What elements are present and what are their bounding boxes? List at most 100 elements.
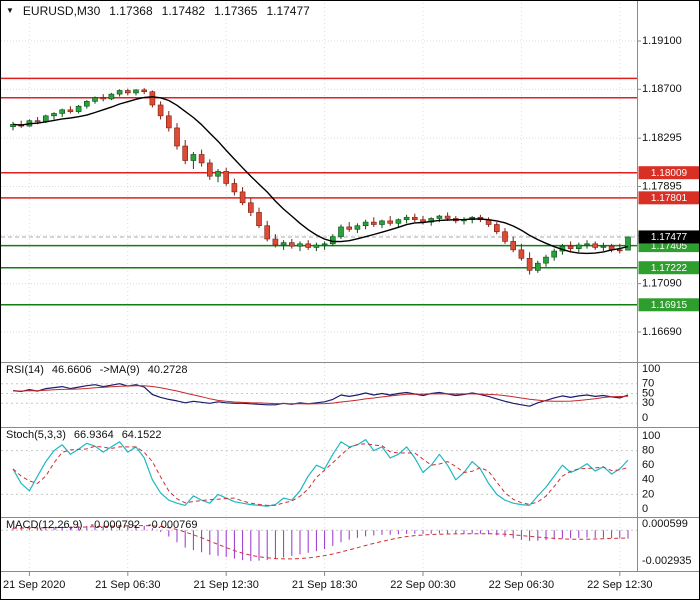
stoch-tick-label: 20: [642, 488, 654, 500]
stoch-tick-label: 0: [642, 503, 648, 515]
ohlc-open-value: 1.17368: [109, 4, 153, 18]
price-badges: 1.18009 1.17801 1.17405 1.17222 1.16915 1.174…: [638, 166, 699, 312]
candle-body: [600, 245, 607, 248]
candle-body: [502, 231, 508, 242]
stoch-value: 66.9364: [73, 429, 114, 441]
candle-body: [510, 241, 517, 251]
candle-body: [354, 225, 361, 230]
candle-body: [534, 262, 541, 271]
current-price-badge: [638, 230, 699, 244]
candle-body: [543, 256, 549, 264]
candle-body: [387, 220, 394, 224]
resistance-price-badge: [638, 166, 699, 180]
candle-body: [346, 226, 353, 230]
stoch-name: Stoch(5,3,3): [6, 429, 66, 441]
candle-body: [248, 202, 254, 213]
rsi-tick-label: 70: [642, 378, 654, 390]
price-axis[interactable]: 1.191001.187001.182951.178951.174901.170…: [637, 35, 692, 567]
symbol-dropdown-icon[interactable]: ▼: [6, 6, 14, 15]
candle-body: [395, 219, 402, 224]
macd-label-row: MACD(12,26,9) -0.000792 -0.000769: [6, 519, 198, 531]
candle-body: [329, 236, 336, 245]
candle-body: [141, 89, 147, 93]
rsi-tick-label: 0: [642, 412, 648, 424]
stoch-plot: [12, 439, 629, 507]
candle-body: [338, 226, 344, 237]
macd-tick-label: 0.000599: [642, 518, 688, 530]
stoch-signal-value: 64.1522: [121, 429, 162, 441]
resistance-price-badge-text: 1.17801: [651, 193, 688, 204]
macd-plot: [12, 525, 629, 561]
candle-body: [625, 236, 631, 251]
time-axis-label: 21 Sep 2020: [3, 579, 65, 591]
candle-body: [116, 90, 123, 95]
candle-body: [198, 154, 205, 164]
macd-value: -0.000792: [90, 519, 140, 531]
candle-body: [75, 105, 82, 112]
stoch-tick-label: 60: [642, 459, 654, 471]
ohlc-close-value: 1.17477: [266, 4, 310, 18]
candle-body: [100, 97, 106, 100]
candle-body: [34, 120, 41, 123]
candle-body: [280, 242, 287, 246]
macd-tick-label: -0.002935: [642, 555, 692, 567]
candle-body: [215, 171, 221, 177]
candle-body: [444, 215, 451, 219]
candle-body: [616, 249, 623, 252]
candle-body: [10, 123, 16, 128]
rsi-ma-value: 40.2728: [147, 364, 188, 376]
ohlc-high-value: 1.17482: [161, 4, 206, 18]
ma-line: [12, 96, 629, 255]
candle-body: [108, 93, 115, 100]
candle-body: [379, 220, 385, 225]
candle-body: [264, 225, 271, 240]
candle-body: [59, 109, 66, 114]
candle-body: [84, 101, 90, 107]
candle-body: [403, 216, 410, 220]
candle-body: [149, 91, 156, 106]
rsi-tick-label: 50: [642, 387, 654, 399]
macd-name: MACD(12,26,9): [6, 519, 83, 531]
time-axis-label: 21 Sep 18:30: [292, 579, 357, 591]
rsi-tick-label: 100: [642, 363, 660, 375]
candle-body: [584, 243, 590, 246]
candle-body: [321, 243, 328, 246]
candle-body: [288, 242, 295, 247]
time-axis[interactable]: 21 Sep 2020 21 Sep 06:30 21 Sep 12:30 21 Se…: [3, 572, 653, 591]
candle-body: [182, 145, 188, 161]
rsi-tick-label: 30: [642, 397, 654, 409]
time-axis-label: 21 Sep 06:30: [95, 579, 160, 591]
macd-signal-value: -0.000769: [147, 519, 198, 531]
price-tick-label: 1.17090: [642, 278, 682, 290]
candle-body: [125, 90, 131, 94]
time-axis-label: 21 Sep 12:30: [193, 579, 258, 591]
candle-body: [575, 244, 582, 249]
resistance-price-badge-text: 1.18009: [651, 168, 688, 179]
ma-path: [12, 96, 629, 255]
ohlc-low-value: 1.17365: [214, 4, 258, 18]
support-price-badge-text: 1.17405: [651, 241, 688, 252]
rsi-value: 46.6606: [51, 364, 92, 376]
symbol-timeframe-label: EURUSD,M30: [22, 4, 101, 18]
candle-body: [411, 216, 418, 220]
resistance-price-badge: [638, 191, 699, 205]
support-price-badge-text: 1.16915: [651, 300, 688, 311]
chart-title: ▼ EURUSD,M30 1.17368 1.17482 1.17365 1.1…: [6, 4, 310, 18]
candle-body: [272, 238, 279, 246]
candle-body: [362, 221, 369, 227]
rsi-path: [12, 383, 629, 407]
candle-body: [305, 243, 312, 248]
candle-body: [92, 97, 98, 102]
price-tick-label: 1.18295: [642, 132, 682, 144]
candle-body: [592, 243, 599, 248]
candle-body: [526, 258, 533, 271]
current-price-badge-text: 1.17477: [651, 232, 688, 243]
rsi-name: RSI(14): [6, 364, 44, 376]
candle-body: [207, 162, 213, 177]
candles-layer: [10, 88, 631, 275]
support-price-badge: [638, 261, 699, 275]
candle-body: [157, 104, 164, 117]
candle-body: [370, 221, 377, 225]
